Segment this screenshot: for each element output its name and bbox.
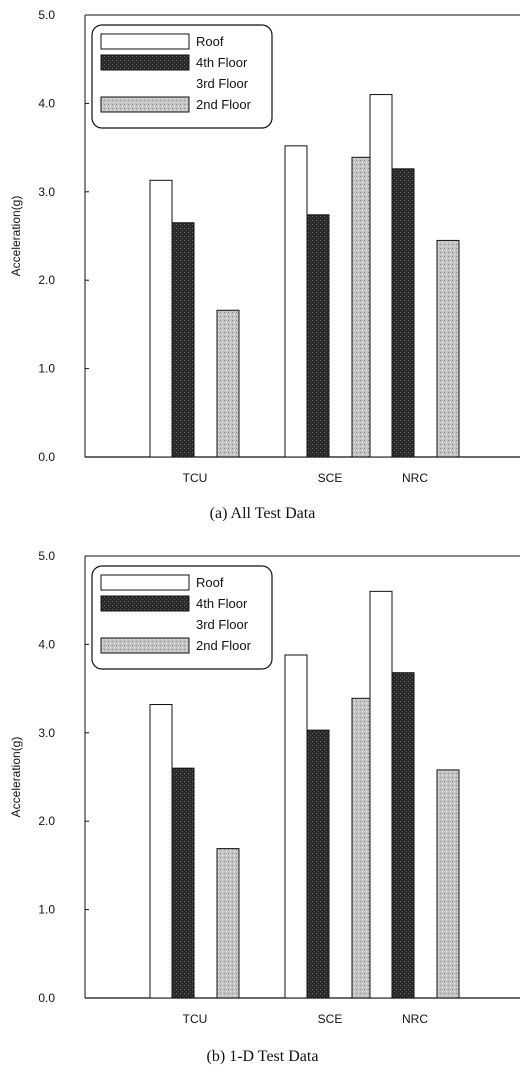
bar-tcu-roof [149,704,173,999]
bar-tcu-floor2 [216,848,240,999]
y-tick-label: 0.0 [38,450,55,464]
y-axis-label: Acceleration(g) [9,737,23,818]
chart-caption-a: (a) All Test Data [209,505,316,522]
bar-sce-roof [284,145,308,458]
bar-chart-b: 0.0 1.0 2.0 3.0 4.0 5.0 Acceleration(g) TCU SCE N… [9,549,520,1026]
x-tick-label: SCE [318,1012,343,1026]
y-tick-label: 0.0 [38,991,55,1005]
y-tick-label: 3.0 [38,726,55,740]
bar-sce-floor4 [306,214,330,458]
chart-caption-b: (b) 1-D Test Data [206,1048,319,1065]
legend-label-floor4: 4th Floor [196,596,248,611]
legend-swatch-floor4 [100,595,190,612]
y-tick-label: 5.0 [38,8,55,22]
legend: Roof 4th Floor 3rd Floor 2nd Floor [91,565,273,670]
legend-swatch-floor2 [100,637,190,654]
x-tick-label: TCU [183,1012,208,1026]
y-tick-label: 2.0 [38,814,55,828]
y-tick-label: 4.0 [38,96,55,110]
bar-nrc-roof [369,94,393,458]
legend-label-floor2: 2nd Floor [196,638,252,653]
y-tick-label: 2.0 [38,273,55,287]
legend-label-floor2: 2nd Floor [196,97,252,112]
legend-label-floor4: 4th Floor [196,55,248,70]
x-tick-label: TCU [183,471,208,485]
bar-tcu-roof [149,179,173,458]
bar-nrc-floor4 [391,672,415,999]
legend-swatch-roof [100,33,190,50]
bar-sce-roof [284,654,308,999]
legend: Roof 4th Floor 3rd Floor 2nd Floor [91,24,273,129]
bar-nrc-roof [369,590,393,999]
y-tick-label: 4.0 [38,637,55,651]
y-tick-label: 3.0 [38,185,55,199]
bar-tcu-floor4 [171,222,195,458]
bar-nrc-floor4 [391,168,415,458]
chart-panel-a: 0.0 1.0 2.0 3.0 4.0 5.0 Acceleration(g) TCU SCE N… [0,0,525,540]
chart-panel-b: 0.0 1.0 2.0 3.0 4.0 5.0 Acceleration(g) TCU SCE N… [0,541,525,1081]
bar-chart-a: 0.0 1.0 2.0 3.0 4.0 5.0 Acceleration(g) TCU SCE N… [9,8,520,485]
bar-sce-floor4 [306,729,330,999]
legend-swatch-roof [100,574,190,591]
legend-swatch-floor2 [100,96,190,113]
bar-nrc-floor2 [436,239,460,458]
bar-tcu-floor4 [171,767,195,999]
y-tick-label: 1.0 [38,362,55,376]
x-tick-label: NRC [402,1012,428,1026]
x-tick-label: SCE [318,471,343,485]
bar-tcu-floor2 [216,309,240,458]
y-tick-label: 5.0 [38,549,55,563]
y-axis-label: Acceleration(g) [9,196,23,277]
legend-swatch-floor4 [100,54,190,71]
legend-label-roof: Roof [196,34,224,49]
legend-label-floor3: 3rd Floor [196,617,249,632]
legend-label-floor3: 3rd Floor [196,76,249,91]
legend-label-roof: Roof [196,575,224,590]
bar-nrc-floor2 [436,769,460,999]
y-tick-label: 1.0 [38,903,55,917]
x-tick-label: NRC [402,471,428,485]
